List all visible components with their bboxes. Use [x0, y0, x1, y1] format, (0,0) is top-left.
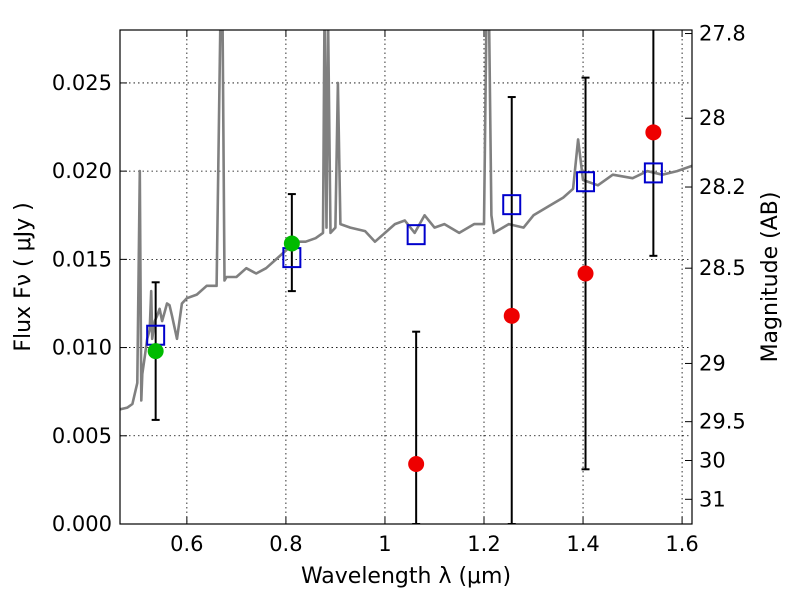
spectrum-line [120, 30, 692, 411]
right-tick-label: 29.5 [699, 410, 746, 434]
low-significance-point [408, 456, 425, 473]
y-tick-label: 0.000 [52, 512, 112, 536]
y-tick-label: 0.025 [52, 71, 112, 95]
y-axis-title: Flux Fν ( μJy ) [11, 202, 36, 351]
right-tick-label: 28 [699, 106, 726, 130]
y-tick-label: 0.015 [52, 247, 112, 271]
y-tick-label: 0.020 [52, 159, 112, 183]
detection-point [147, 343, 164, 360]
right-tick-label: 31 [699, 487, 726, 511]
model-point [576, 171, 596, 193]
detection-point [283, 235, 300, 252]
series-layer [120, 30, 692, 411]
x-axis-title: Wavelength λ (μm) [301, 564, 511, 589]
right-tick-label: 28.5 [699, 256, 746, 280]
right-tick-label: 28.2 [699, 175, 746, 199]
right-tick-label: 30 [699, 448, 726, 472]
low-significance-point [503, 307, 520, 324]
right-axis-title: Magnitude (AB) [758, 192, 783, 363]
low-significance-point [645, 124, 662, 141]
x-tick-label: 1 [378, 532, 391, 556]
x-tick-label: 0.8 [269, 532, 302, 556]
model-point [502, 194, 522, 216]
y-tick-label: 0.010 [52, 336, 112, 360]
plot-background [120, 30, 692, 524]
ticks: 0.6 0.8 1 1.2 1.4 1.6 0.000 0.005 0.010 0.015 0.02… [52, 22, 746, 556]
model-point [643, 162, 663, 184]
low-significance-point [577, 265, 594, 282]
x-tick-label: 0.6 [170, 532, 203, 556]
plot-frame [119, 29, 693, 525]
x-tick-label: 1.4 [566, 532, 599, 556]
model-point [406, 224, 426, 246]
x-tick-label: 1.6 [665, 532, 698, 556]
right-tick-label: 29 [699, 351, 726, 375]
x-tick-label: 1.2 [467, 532, 500, 556]
y-tick-label: 0.005 [52, 424, 112, 448]
marker-layer [146, 124, 663, 473]
right-tick-label: 27.8 [699, 22, 746, 46]
